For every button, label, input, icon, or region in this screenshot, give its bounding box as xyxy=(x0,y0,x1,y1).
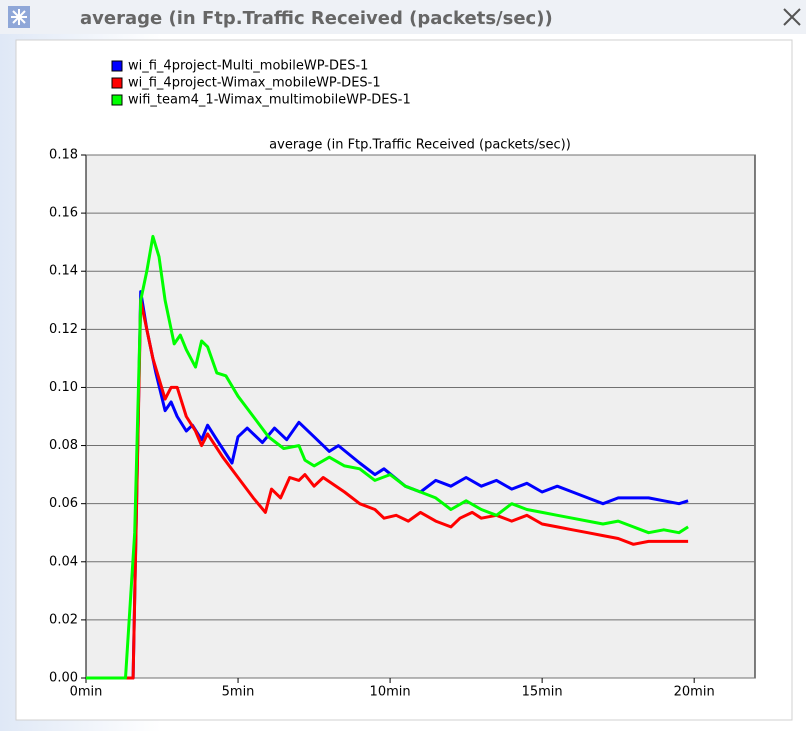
x-tick-label: 5min xyxy=(222,685,255,700)
y-tick-label: 0.04 xyxy=(49,554,78,569)
legend-swatch xyxy=(111,77,123,89)
y-tick-label: 0.14 xyxy=(49,264,78,279)
y-tick-label: 0.06 xyxy=(49,496,78,511)
title-bar xyxy=(0,0,806,34)
window-icon xyxy=(8,6,30,28)
y-tick-label: 0.08 xyxy=(49,438,78,453)
close-button[interactable] xyxy=(783,8,801,26)
series-line xyxy=(86,290,689,680)
y-tick-label: 0.00 xyxy=(49,671,78,686)
x-tick-label: 10min xyxy=(370,685,411,700)
legend-swatch xyxy=(111,94,123,106)
legend-label: wifi_team4_1-Wimax_multimobileWP-DES-1 xyxy=(128,93,411,108)
series-line xyxy=(86,234,689,680)
y-tick-label: 0.02 xyxy=(49,612,78,627)
legend-swatch xyxy=(111,60,123,72)
x-tick-label: 0min xyxy=(70,685,103,700)
legend-label: wi_fi_4project-Wimax_mobileWP-DES-1 xyxy=(128,76,381,91)
legend-label: wi_fi_4project-Multi_mobileWP-DES-1 xyxy=(128,59,368,74)
plot-area xyxy=(85,154,756,679)
y-tick-label: 0.16 xyxy=(49,206,78,221)
x-tick-label: 20min xyxy=(674,685,715,700)
y-tick-label: 0.10 xyxy=(49,380,78,395)
chart-title: average (in Ftp.Traffic Received (packet… xyxy=(269,138,571,153)
chart-layer: 0.00 0.02 0.04 0.06 0.08 0.10 0.12 0.14 0.16 0.18… xyxy=(49,59,755,700)
window-title: average (in Ftp.Traffic Received (packet… xyxy=(80,8,553,29)
x-tick-label: 15min xyxy=(522,685,563,700)
y-tick-label: 0.12 xyxy=(49,322,78,337)
y-tick-label: 0.18 xyxy=(49,148,78,163)
series-line xyxy=(86,298,689,680)
